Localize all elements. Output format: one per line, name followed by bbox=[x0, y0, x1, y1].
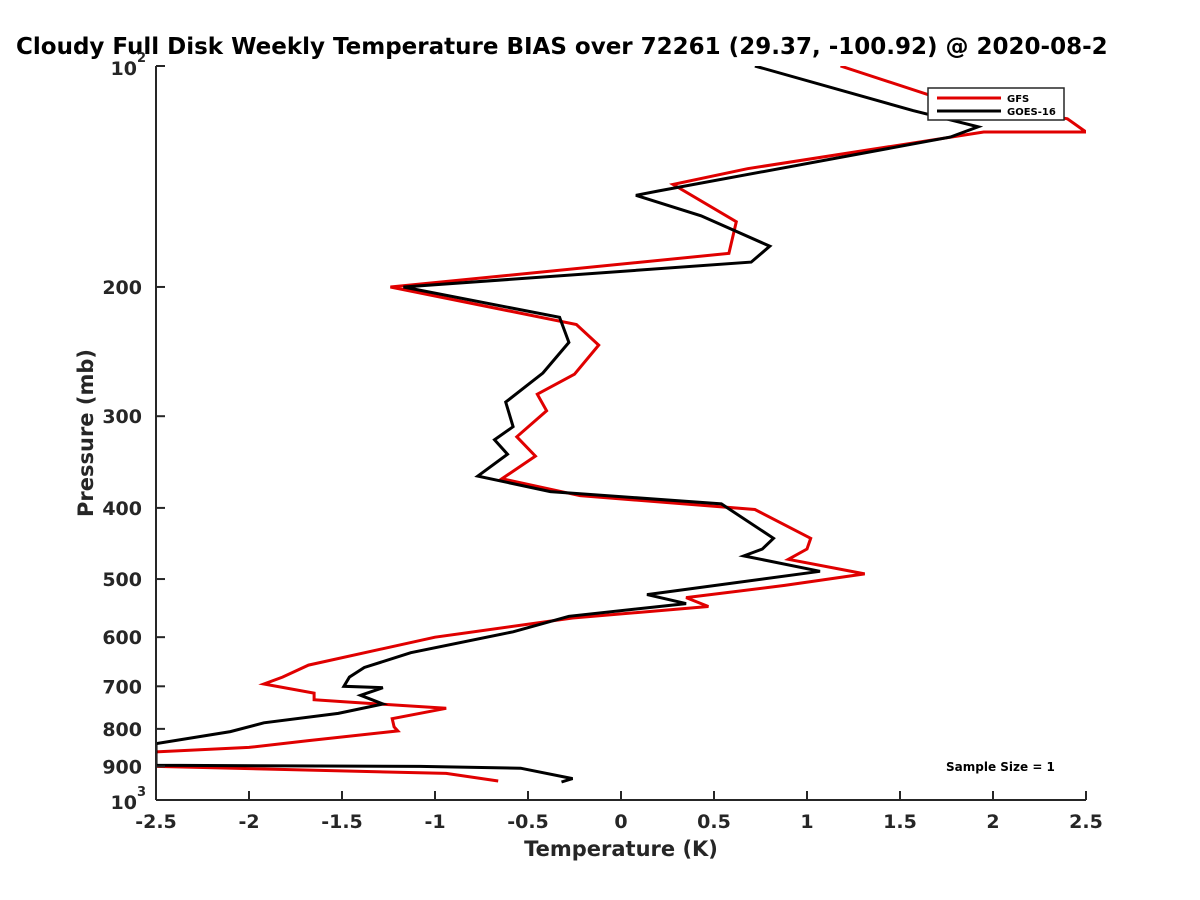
x-axis-label: Temperature (K) bbox=[524, 837, 718, 861]
y-tick-label: 700 bbox=[102, 676, 142, 698]
x-tick-label: 2.5 bbox=[1069, 811, 1103, 833]
x-tick-label: -0.5 bbox=[507, 811, 549, 833]
legend-box bbox=[927, 87, 1065, 121]
y-tick-label: 500 bbox=[102, 569, 142, 591]
y-tick-label: 600 bbox=[102, 627, 142, 649]
x-tick-label: 0.5 bbox=[697, 811, 731, 833]
y-tick-label: 210 bbox=[111, 51, 146, 80]
x-tick-label: -2.5 bbox=[135, 811, 177, 833]
x-tick-label: 2 bbox=[986, 811, 999, 833]
y-axis-label: Pressure (mb) bbox=[74, 349, 98, 517]
legend-label: GOES-16 bbox=[1007, 107, 1056, 118]
legend: GFS GOES-16 bbox=[927, 87, 1065, 121]
y-tick-label: 200 bbox=[102, 277, 142, 299]
x-tick-label: 0 bbox=[614, 811, 627, 833]
y-tick-label: 310 bbox=[111, 785, 146, 814]
series-layer bbox=[156, 66, 1086, 784]
x-tick-label: -1.5 bbox=[321, 811, 363, 833]
series-line-goes-16 bbox=[156, 66, 984, 784]
y-tick-exponent: 3 bbox=[137, 785, 146, 800]
y-tick-base: 10 bbox=[111, 58, 137, 80]
sample-size-label: Sample Size = 1 bbox=[946, 760, 1055, 774]
x-ticks: -2.5 -2 -1.5 -1 -0.5 0 0.5 1 1.5 2 2.5 bbox=[135, 791, 1103, 833]
y-tick-label: 400 bbox=[102, 498, 142, 520]
legend-label: GFS bbox=[1007, 94, 1029, 105]
y-tick-label: 900 bbox=[102, 756, 142, 778]
x-tick-label: -1 bbox=[424, 811, 445, 833]
y-tick-label: 800 bbox=[102, 719, 142, 741]
x-tick-label: -2 bbox=[238, 811, 259, 833]
plot-area: -2.5 -2 -1.5 -1 -0.5 0 0.5 1 1.5 2 2.5 21020030040… bbox=[102, 51, 1103, 833]
y-tick-label: 300 bbox=[102, 406, 142, 428]
x-tick-label: 1 bbox=[800, 811, 813, 833]
series-line-gfs bbox=[156, 66, 1086, 783]
y-tick-exponent: 2 bbox=[137, 51, 146, 66]
y-tick-base: 10 bbox=[111, 792, 137, 814]
x-tick-label: 1.5 bbox=[883, 811, 917, 833]
chart-title: Cloudy Full Disk Weekly Temperature BIAS… bbox=[16, 34, 1108, 60]
